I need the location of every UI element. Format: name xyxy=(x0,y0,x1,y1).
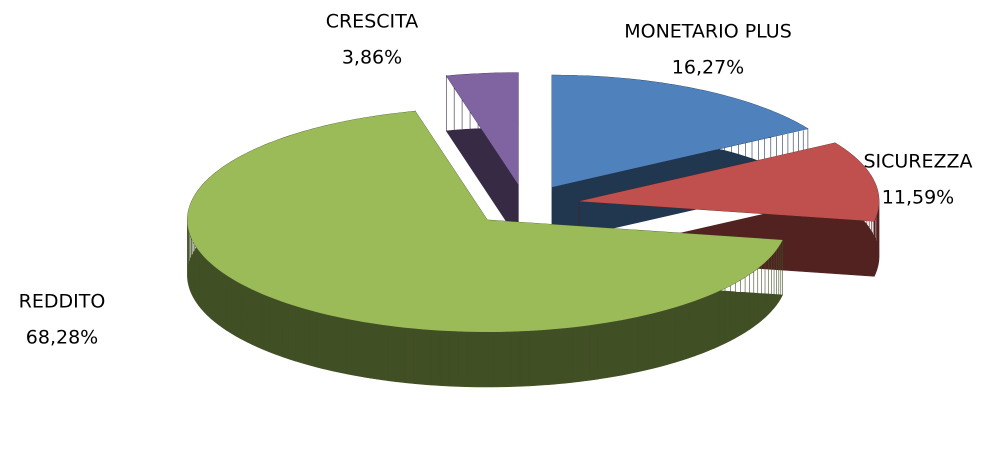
slice-value-label: 68,28% xyxy=(26,327,98,349)
pie xyxy=(187,72,880,388)
slice xyxy=(187,111,783,332)
slice-label: MONETARIO PLUS xyxy=(624,21,792,43)
slice xyxy=(446,72,519,185)
slice xyxy=(579,142,880,222)
slice-label: REDDITO xyxy=(19,291,106,313)
slice-value-label: 16,27% xyxy=(672,57,744,79)
slice-label: CRESCITA xyxy=(326,11,419,33)
slice-label: SICUREZZA xyxy=(863,151,972,173)
slice-value-label: 3,86% xyxy=(342,47,402,69)
slice-value-label: 11,59% xyxy=(882,187,954,209)
slice xyxy=(551,75,808,188)
